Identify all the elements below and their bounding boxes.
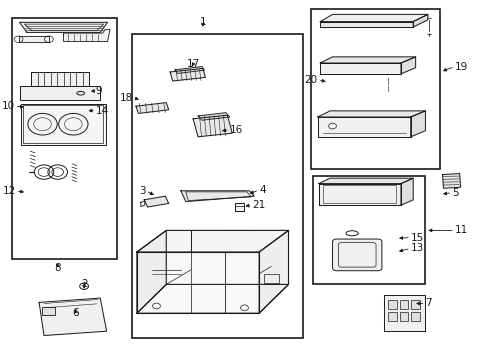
Polygon shape — [400, 57, 415, 74]
Polygon shape — [137, 230, 288, 252]
Bar — [31, 72, 89, 86]
Polygon shape — [410, 111, 425, 137]
Polygon shape — [141, 201, 144, 207]
Bar — [322, 185, 395, 203]
Bar — [387, 312, 396, 321]
Text: 7: 7 — [425, 298, 431, 309]
Polygon shape — [320, 14, 427, 22]
Bar — [264, 274, 278, 283]
Polygon shape — [320, 22, 412, 27]
Polygon shape — [63, 30, 110, 41]
Polygon shape — [317, 111, 425, 117]
Polygon shape — [317, 117, 410, 137]
Text: 4: 4 — [259, 185, 265, 195]
Text: 15: 15 — [410, 233, 423, 243]
Text: 13: 13 — [410, 243, 423, 253]
Text: 3: 3 — [139, 186, 145, 196]
FancyBboxPatch shape — [332, 239, 381, 271]
Polygon shape — [137, 252, 259, 313]
Bar — [410, 300, 419, 309]
Polygon shape — [259, 230, 288, 313]
Polygon shape — [144, 196, 168, 207]
Text: 5: 5 — [451, 188, 458, 198]
Polygon shape — [383, 295, 425, 331]
Text: 9: 9 — [96, 86, 102, 96]
Polygon shape — [175, 67, 204, 73]
Text: 10: 10 — [1, 101, 15, 111]
Polygon shape — [137, 284, 288, 313]
Text: 6: 6 — [72, 308, 79, 318]
Text: 8: 8 — [54, 263, 61, 273]
Text: 21: 21 — [251, 200, 264, 210]
Polygon shape — [400, 178, 412, 205]
Polygon shape — [318, 184, 400, 205]
Polygon shape — [19, 36, 49, 42]
Polygon shape — [320, 57, 415, 63]
Text: 11: 11 — [454, 225, 467, 235]
Bar — [23, 105, 103, 143]
Text: 16: 16 — [229, 125, 243, 135]
Text: 18: 18 — [120, 93, 133, 103]
Polygon shape — [20, 22, 107, 32]
Polygon shape — [170, 68, 205, 81]
Text: 20: 20 — [304, 75, 317, 85]
Bar — [399, 300, 407, 309]
Bar — [399, 312, 407, 321]
Bar — [41, 307, 55, 315]
Polygon shape — [320, 63, 400, 74]
Bar — [132, 34, 303, 338]
Bar — [312, 176, 425, 284]
Bar — [310, 9, 439, 169]
Text: 12: 12 — [2, 186, 16, 196]
Text: 2: 2 — [81, 279, 87, 289]
Polygon shape — [136, 103, 168, 113]
Text: 19: 19 — [454, 62, 467, 72]
Polygon shape — [39, 298, 106, 336]
Bar — [20, 104, 106, 145]
Polygon shape — [193, 115, 232, 137]
Bar — [387, 300, 396, 309]
Polygon shape — [198, 113, 229, 120]
Polygon shape — [442, 174, 460, 188]
Bar — [410, 312, 419, 321]
Polygon shape — [318, 178, 412, 184]
Polygon shape — [137, 230, 166, 313]
Text: 14: 14 — [96, 105, 109, 116]
Text: 1: 1 — [199, 17, 206, 27]
Polygon shape — [181, 191, 254, 202]
Bar — [234, 203, 243, 211]
Text: 17: 17 — [186, 59, 200, 69]
Bar — [12, 18, 117, 259]
Bar — [20, 86, 100, 100]
Polygon shape — [412, 14, 427, 27]
